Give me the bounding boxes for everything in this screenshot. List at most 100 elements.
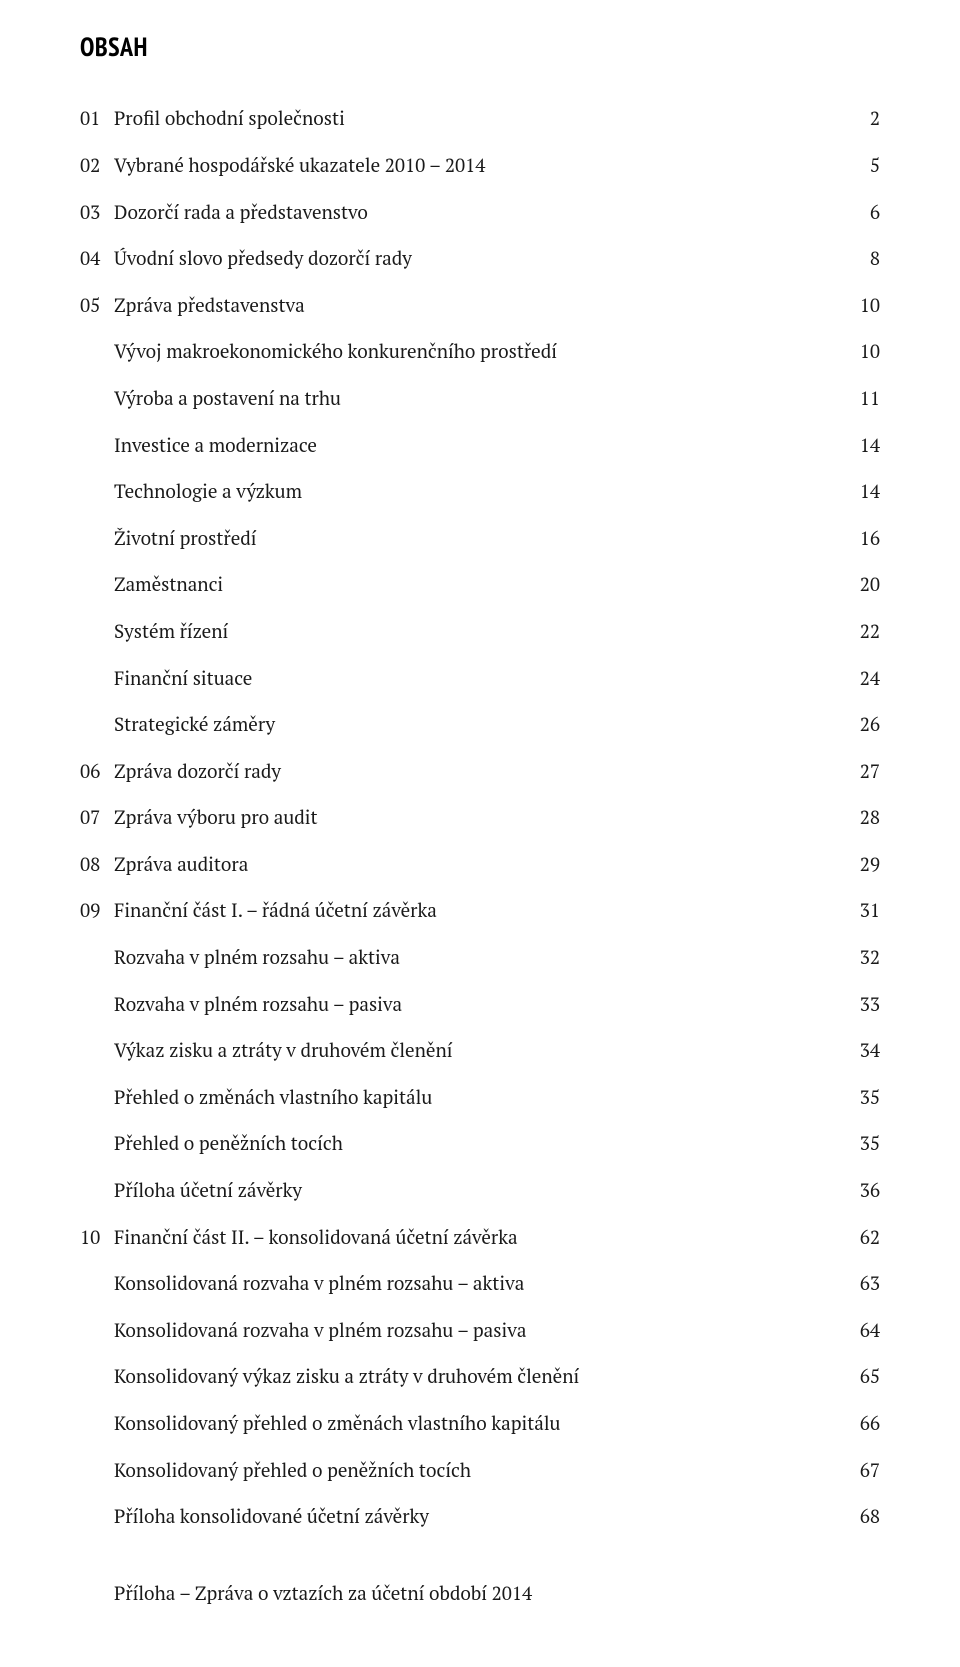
toc-page: 27 bbox=[852, 759, 880, 786]
toc-row: 00Konsolidovaná rozvaha v plném rozsahu … bbox=[80, 1318, 880, 1345]
toc-label: Dozorčí rada a představenstvo bbox=[114, 200, 368, 227]
toc-page: 22 bbox=[852, 619, 880, 646]
toc-page: 16 bbox=[852, 526, 880, 553]
toc-row: 00Vývoj makroekonomického konkurenčního … bbox=[80, 339, 880, 366]
toc-label: Konsolidovaný výkaz zisku a ztráty v dru… bbox=[114, 1364, 579, 1391]
toc-label: Zpráva výboru pro audit bbox=[114, 805, 318, 832]
toc-label: Finanční situace bbox=[114, 666, 252, 693]
toc-page: 5 bbox=[852, 153, 880, 180]
toc-number: 09 bbox=[80, 898, 114, 925]
toc-page: 20 bbox=[852, 572, 880, 599]
toc-page: 6 bbox=[852, 200, 880, 227]
toc-label: Konsolidovaný přehled o peněžních tocích bbox=[114, 1458, 471, 1485]
toc-label: Úvodní slovo předsedy dozorčí rady bbox=[114, 246, 412, 273]
toc-page: 67 bbox=[852, 1458, 880, 1485]
toc-number: 06 bbox=[80, 759, 114, 786]
toc-row: 05Zpráva představenstva10 bbox=[80, 293, 880, 320]
toc-page: 28 bbox=[852, 805, 880, 832]
toc-row: 00Konsolidovaná rozvaha v plném rozsahu … bbox=[80, 1271, 880, 1298]
toc-row: 00Konsolidovaný přehled o peněžních tocí… bbox=[80, 1458, 880, 1485]
toc-page: 63 bbox=[852, 1271, 880, 1298]
table-of-contents: 01Profil obchodní společnosti202Vybrané … bbox=[80, 106, 880, 1530]
toc-label: Strategické záměry bbox=[114, 712, 275, 739]
toc-row: 00Rozvaha v plném rozsahu – pasiva33 bbox=[80, 992, 880, 1019]
toc-page: 14 bbox=[852, 479, 880, 506]
toc-number: 03 bbox=[80, 200, 114, 227]
toc-page: 2 bbox=[852, 106, 880, 133]
toc-label: Finanční část II. – konsolidovaná účetní… bbox=[114, 1225, 518, 1252]
toc-label: Výroba a postavení na trhu bbox=[114, 386, 341, 413]
toc-number: 10 bbox=[80, 1225, 114, 1252]
toc-page: 65 bbox=[852, 1364, 880, 1391]
toc-row: 08Zpráva auditora 29 bbox=[80, 852, 880, 879]
toc-page: 66 bbox=[852, 1411, 880, 1438]
toc-number: 07 bbox=[80, 805, 114, 832]
toc-row: 10Finanční část II. – konsolidovaná účet… bbox=[80, 1225, 880, 1252]
toc-label: Technologie a výzkum bbox=[114, 479, 302, 506]
toc-row: 00Technologie a výzkum14 bbox=[80, 479, 880, 506]
toc-page: 26 bbox=[852, 712, 880, 739]
toc-row: 00Přehled o změnách vlastního kapitálu35 bbox=[80, 1085, 880, 1112]
toc-label: Výkaz zisku a ztráty v druhovém členění bbox=[114, 1038, 452, 1065]
toc-label: Zpráva dozorčí rady bbox=[114, 759, 281, 786]
toc-row: 00Investice a modernizace14 bbox=[80, 433, 880, 460]
toc-page: 11 bbox=[852, 386, 880, 413]
toc-row: 00Rozvaha v plném rozsahu – aktiva32 bbox=[80, 945, 880, 972]
toc-page: 35 bbox=[852, 1085, 880, 1112]
toc-label: Životní prostředí bbox=[114, 526, 257, 553]
toc-label: Rozvaha v plném rozsahu – aktiva bbox=[114, 945, 400, 972]
toc-page: 10 bbox=[852, 293, 880, 320]
toc-row: 00Výkaz zisku a ztráty v druhovém členěn… bbox=[80, 1038, 880, 1065]
toc-label: Profil obchodní společnosti bbox=[114, 106, 345, 133]
toc-row: 01Profil obchodní společnosti 2 bbox=[80, 106, 880, 133]
toc-number: 05 bbox=[80, 293, 114, 320]
toc-label: Příloha účetní závěrky bbox=[114, 1178, 302, 1205]
toc-page: 8 bbox=[852, 246, 880, 273]
toc-number: 08 bbox=[80, 852, 114, 879]
toc-page: 32 bbox=[852, 945, 880, 972]
toc-row: 00Příloha účetní závěrky36 bbox=[80, 1178, 880, 1205]
toc-label: Zaměstnanci bbox=[114, 572, 223, 599]
toc-row: 00Konsolidovaný přehled o změnách vlastn… bbox=[80, 1411, 880, 1438]
toc-row: 00Příloha konsolidované účetní závěrky68 bbox=[80, 1504, 880, 1531]
toc-label: Konsolidovaná rozvaha v plném rozsahu – … bbox=[114, 1271, 524, 1298]
toc-label: Systém řízení bbox=[114, 619, 228, 646]
toc-page: 64 bbox=[852, 1318, 880, 1345]
toc-page: 33 bbox=[852, 992, 880, 1019]
footer-note: Příloha – Zpráva o vztazích za účetní ob… bbox=[80, 1581, 880, 1608]
toc-label: Přehled o změnách vlastního kapitálu bbox=[114, 1085, 432, 1112]
toc-row: 00Konsolidovaný výkaz zisku a ztráty v d… bbox=[80, 1364, 880, 1391]
toc-row: 09Finanční část I. – řádná účetní závěrk… bbox=[80, 898, 880, 925]
toc-number: 04 bbox=[80, 246, 114, 273]
toc-label: Finanční část I. – řádná účetní závěrka bbox=[114, 898, 437, 925]
toc-row: 00Zaměstnanci20 bbox=[80, 572, 880, 599]
toc-row: 03Dozorčí rada a představenstvo 6 bbox=[80, 200, 880, 227]
toc-number: 01 bbox=[80, 106, 114, 133]
toc-page: 29 bbox=[852, 852, 880, 879]
toc-label: Konsolidovaný přehled o změnách vlastníh… bbox=[114, 1411, 560, 1438]
toc-page: 14 bbox=[852, 433, 880, 460]
toc-page: 24 bbox=[852, 666, 880, 693]
toc-row: 02Vybrané hospodářské ukazatele 2010 – 2… bbox=[80, 153, 880, 180]
toc-label: Zpráva auditora bbox=[114, 852, 248, 879]
toc-row: 04Úvodní slovo předsedy dozorčí rady 8 bbox=[80, 246, 880, 273]
toc-label: Vybrané hospodářské ukazatele 2010 – 201… bbox=[114, 153, 485, 180]
toc-row: 00Životní prostředí16 bbox=[80, 526, 880, 553]
toc-page: 31 bbox=[852, 898, 880, 925]
toc-page: 10 bbox=[852, 339, 880, 366]
page-title: OBSAH bbox=[80, 30, 880, 66]
toc-number: 02 bbox=[80, 153, 114, 180]
toc-row: 00Přehled o peněžních tocích35 bbox=[80, 1131, 880, 1158]
toc-label: Přehled o peněžních tocích bbox=[114, 1131, 343, 1158]
toc-page: 62 bbox=[852, 1225, 880, 1252]
toc-row: 00Finanční situace24 bbox=[80, 666, 880, 693]
toc-page: 34 bbox=[852, 1038, 880, 1065]
toc-row: 06Zpráva dozorčí rady 27 bbox=[80, 759, 880, 786]
toc-row: 00Výroba a postavení na trhu11 bbox=[80, 386, 880, 413]
toc-label: Příloha konsolidované účetní závěrky bbox=[114, 1504, 429, 1531]
toc-row: 00Strategické záměry26 bbox=[80, 712, 880, 739]
toc-page: 68 bbox=[852, 1504, 880, 1531]
toc-label: Konsolidovaná rozvaha v plném rozsahu – … bbox=[114, 1318, 526, 1345]
toc-label: Vývoj makroekonomického konkurenčního pr… bbox=[114, 339, 557, 366]
toc-row: 00Systém řízení22 bbox=[80, 619, 880, 646]
